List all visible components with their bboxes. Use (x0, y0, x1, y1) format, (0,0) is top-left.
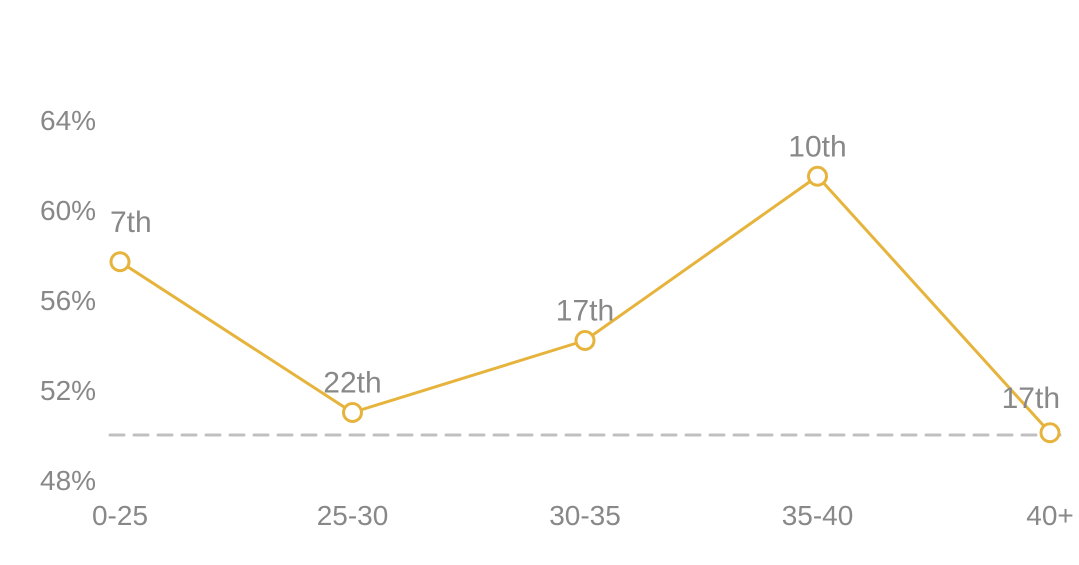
chart-svg: 48% 52% 56% 60% 64% 0-25 25-30 30-35 35-40 40+ 7th… (0, 0, 1079, 565)
x-axis-label: 35-40 (782, 500, 854, 531)
x-axis-label: 30-35 (549, 500, 621, 531)
y-axis-label: 48% (40, 465, 96, 496)
data-marker (344, 404, 362, 422)
point-label: 17th (556, 295, 614, 328)
data-marker (809, 167, 827, 185)
data-marker (111, 253, 129, 271)
x-axis-label: 40+ (1026, 500, 1074, 531)
point-label: 22th (323, 367, 381, 400)
line-chart: 48% 52% 56% 60% 64% 0-25 25-30 30-35 35-40 40+ 7th… (0, 0, 1079, 565)
y-axis-label: 52% (40, 375, 96, 406)
data-marker (576, 332, 594, 350)
point-label: 10th (788, 130, 846, 163)
x-axis-label: 25-30 (317, 500, 389, 531)
point-label: 17th (1002, 382, 1060, 415)
data-marker (1041, 424, 1059, 442)
y-axis-label: 64% (40, 105, 96, 136)
y-axis-label: 56% (40, 285, 96, 316)
x-axis-label: 0-25 (92, 500, 148, 531)
y-axis-label: 60% (40, 195, 96, 226)
point-label: 7th (110, 206, 152, 239)
